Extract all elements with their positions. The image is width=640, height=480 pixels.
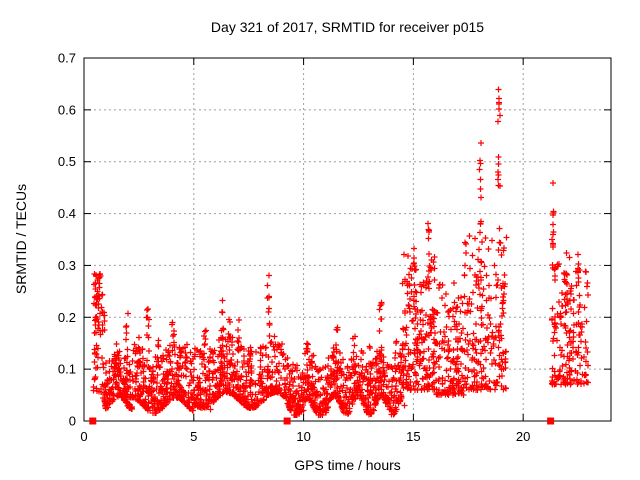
y-tick-label: 0.5 — [58, 154, 76, 169]
x-tick-label: 20 — [516, 429, 530, 444]
y-tick-label: 0.7 — [58, 51, 76, 66]
x-tick-label: 5 — [190, 429, 197, 444]
x-tick-label: 10 — [296, 429, 310, 444]
plot-frame — [83, 57, 612, 422]
gap-marker-square — [89, 417, 97, 425]
y-tick-label: 0.3 — [58, 258, 76, 273]
x-axis-label: GPS time / hours — [294, 457, 401, 473]
y-tick-label: 0.4 — [58, 206, 76, 221]
y-tick-label: 0.2 — [58, 310, 76, 325]
data-points — [90, 86, 591, 418]
y-tick-label: 0.6 — [58, 102, 76, 117]
gap-marker-square — [283, 417, 291, 425]
x-tick-label: 0 — [80, 429, 87, 444]
chart-title: Day 321 of 2017, SRMTID for receiver p01… — [210, 19, 485, 35]
gap-marker-square — [547, 417, 555, 425]
x-tick-label: 15 — [406, 429, 420, 444]
y-tick-label: 0 — [69, 414, 76, 429]
y-tick-label: 0.1 — [58, 362, 76, 377]
